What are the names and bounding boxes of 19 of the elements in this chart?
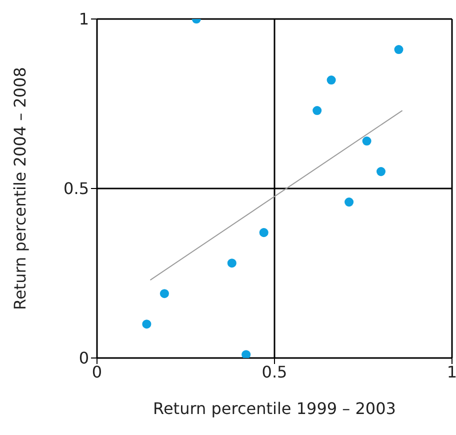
point xyxy=(160,289,169,298)
y-tick-label: 0.5 xyxy=(64,179,89,198)
y-tick-label: 1 xyxy=(78,10,89,29)
y-tick-label: 0 xyxy=(78,348,89,368)
point xyxy=(142,320,152,329)
y-axis-title: Return percentile 2004 – 2008 xyxy=(10,67,30,310)
point xyxy=(344,198,354,207)
x-tick-label: 0.5 xyxy=(262,362,288,382)
x-tick-label: 0 xyxy=(92,362,102,382)
point xyxy=(312,106,322,116)
point xyxy=(394,45,404,54)
point xyxy=(362,136,372,146)
point xyxy=(242,350,251,358)
point xyxy=(227,258,236,268)
point xyxy=(376,167,386,176)
point xyxy=(259,228,268,238)
x-axis-title: Return percentile 1999 – 2003 xyxy=(153,399,396,418)
x-tick-label: 1 xyxy=(446,362,456,382)
point xyxy=(326,76,336,85)
